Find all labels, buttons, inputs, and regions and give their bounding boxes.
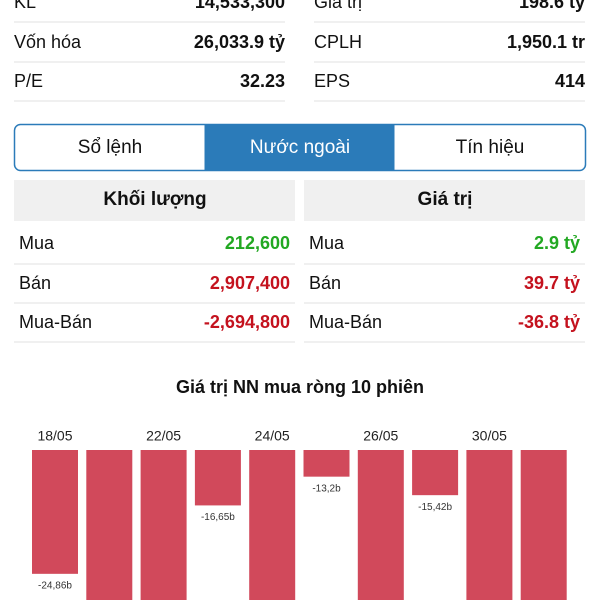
chart: 18/05 -24,86b 22/05 -16,65b 24/05 -13,2b 26/05… [32,428,567,600]
cell: 39.7 tỷ [524,273,580,293]
stat-value: 414 [555,71,585,91]
bar [357,450,404,600]
row-label: Mua [309,233,345,253]
x-tick-label: 24/05 [255,428,290,444]
row-label: Mua [19,233,55,253]
x-tick-label: 22/05 [146,428,181,444]
value-label: -15,42b [418,502,452,513]
stat-label: KL [14,0,36,12]
bar [86,450,133,600]
stat-value: 32.23 [240,71,285,91]
bar [140,450,187,600]
stat-label: P/E [14,71,43,91]
stat-label: CPLH [314,32,362,52]
stat-value: 26,033.9 tỷ [194,32,285,52]
stat-value: 14,533,300 [195,0,285,12]
stat-value: 198.6 tỷ [519,0,585,12]
x-tick-label: 18/05 [37,428,72,444]
cell: 212,600 [225,233,290,253]
cell: -36.8 tỷ [518,312,580,332]
tab-active-bg [205,124,394,171]
bar [466,450,513,600]
bar [32,450,78,574]
header-bg [304,180,585,221]
cell: 2,907,400 [210,273,290,293]
stat-label: EPS [314,71,350,91]
row-label: Bán [309,273,341,293]
row-label: Mua-Bán [19,312,92,332]
tab[interactable]: Sổ lệnh [78,137,142,158]
header-bg [14,180,295,221]
cell: -2,694,800 [204,312,290,332]
stat-label: Giá trị [314,0,362,12]
value-label: -24,86b [38,580,72,591]
bar [194,450,241,506]
column-header: Khối lượng [103,189,206,210]
bar [303,450,350,477]
row-label: Bán [19,273,51,293]
chart-title: Giá trị NN mua ròng 10 phiên [176,377,424,397]
bar [520,450,567,600]
stat-label: Vốn hóa [14,32,82,52]
table: Khối lượng Giá trị Mua 212,600 Mua 2.9 t… [14,180,585,343]
bar [412,450,459,496]
stat-value: 1,950.1 tr [507,32,585,52]
bar [249,450,296,600]
tab-active[interactable]: Nước ngoài [250,137,350,158]
x-tick-label: 26/05 [363,428,398,444]
value-label: -13,2b [312,483,341,494]
x-tick-label: 30/05 [472,428,507,444]
row-label: Mua-Bán [309,312,382,332]
cell: 2.9 tỷ [534,233,580,253]
stats: KL 14,533,300 Giá trị 198.6 tỷ Vốn hóa 2… [14,0,585,102]
value-label: -16,65b [201,512,235,523]
tab[interactable]: Tín hiệu [456,137,525,158]
column-header: Giá trị [418,189,473,210]
tabs: Sổ lệnh Nước ngoài Tín hiệu [13,123,587,172]
